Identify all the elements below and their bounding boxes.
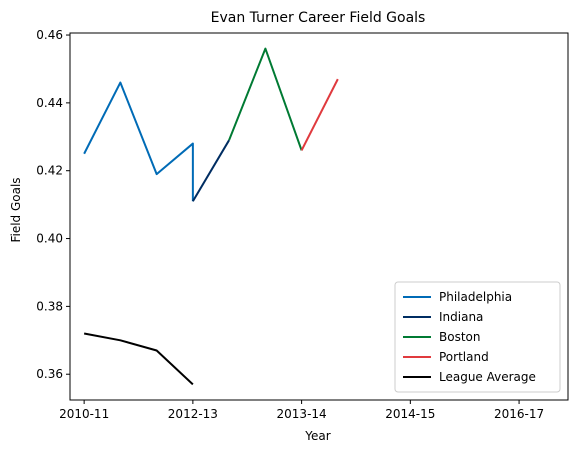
legend-label: Indiana xyxy=(439,310,483,324)
series-line-indiana xyxy=(192,139,230,202)
y-tick-label: 0.40 xyxy=(36,232,63,246)
series-line-portland xyxy=(300,78,339,151)
y-tick-label: 0.38 xyxy=(36,299,63,313)
y-axis-label: Field Goals xyxy=(9,177,23,242)
x-tick-label: 2016-17 xyxy=(494,407,544,421)
y-tick-label: 0.36 xyxy=(36,367,63,381)
series-line-philadelphia xyxy=(83,81,194,202)
y-tick-label: 0.42 xyxy=(36,164,63,178)
plot-frame xyxy=(69,32,569,401)
legend-label: Portland xyxy=(439,350,489,364)
x-tick-label: 2014-15 xyxy=(385,407,435,421)
series-line-boston xyxy=(228,47,303,151)
series-line-league-average xyxy=(83,332,194,386)
legend-label: Boston xyxy=(439,330,480,344)
y-tick-label: 0.44 xyxy=(36,96,63,110)
legend-label: Philadelphia xyxy=(439,290,512,304)
x-tick-label: 2010-11 xyxy=(59,407,109,421)
y-tick-label: 0.46 xyxy=(36,28,63,42)
plot-marks xyxy=(83,47,339,386)
legend-label: League Average xyxy=(439,370,536,384)
y-axis: 0.36 0.38 0.40 0.42 0.44 0.46 xyxy=(36,28,70,381)
legend: Philadelphia Indiana Boston Portland League … xyxy=(394,281,561,393)
x-axis: 2010-11 2012-13 2013-14 2014-15 2016-17 xyxy=(59,400,544,421)
x-axis-label: Year xyxy=(304,429,330,443)
x-tick-label: 2012-13 xyxy=(168,407,218,421)
x-tick-label: 2013-14 xyxy=(277,407,327,421)
legend-box xyxy=(394,281,561,393)
chart-title: Evan Turner Career Field Goals xyxy=(211,10,426,26)
